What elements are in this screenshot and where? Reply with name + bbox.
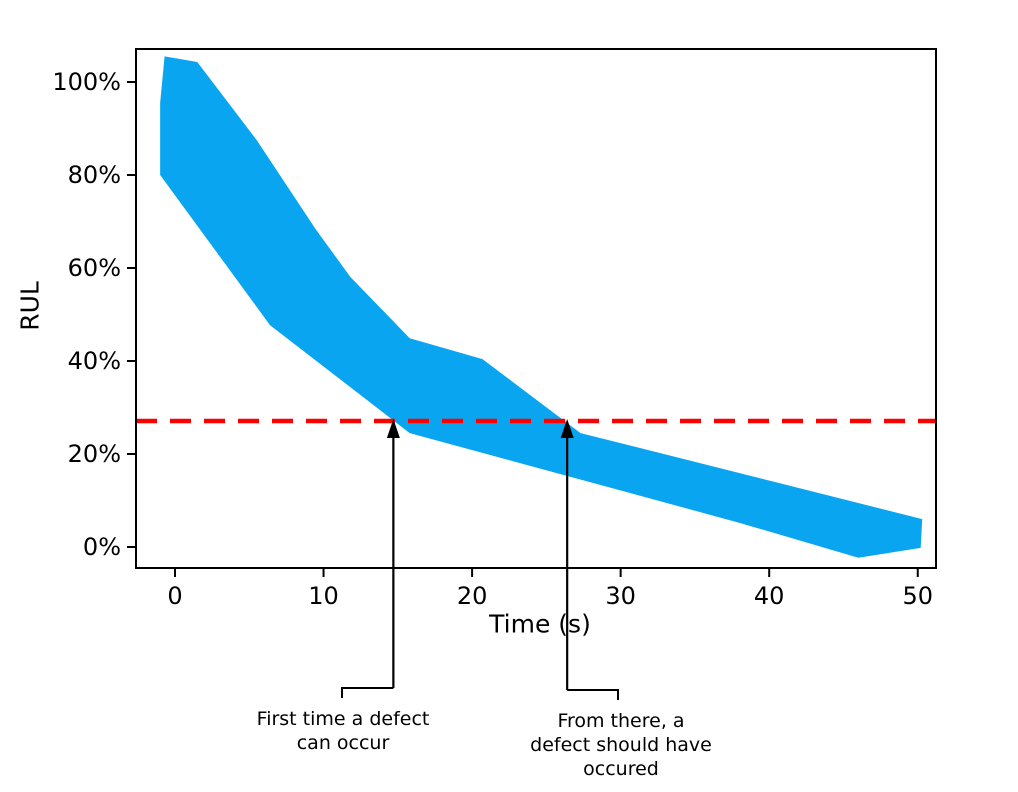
x-tick-label: 10 [308,582,339,610]
x-tick-label: 0 [167,582,183,610]
x-tick-label: 30 [605,582,636,610]
annotation-first-defect-text: First time a defect can occur [256,708,430,754]
annotation-arrowhead [386,418,400,438]
annotation-defect-occurred-text: From there, a defect should have occured [530,710,712,780]
x-tick-label: 20 [456,582,488,610]
annotation-elbow-connector [341,687,394,698]
annotation-arrowhead [560,418,574,438]
y-tick-label: 60% [67,254,121,282]
y-tick-label: 100% [52,68,121,96]
x-tick-label: 40 [753,582,785,610]
y-tick-label: 80% [67,161,121,189]
annotation-elbow-connector [567,689,619,700]
y-tick-label: 40% [67,347,121,375]
rul-band [160,56,923,558]
y-tick-label: 0% [82,533,121,561]
x-axis-label: Time (s) [489,609,591,639]
y-tick-label: 20% [67,440,121,468]
axes-frame [135,48,937,569]
x-tick-label: 50 [902,582,934,610]
y-axis-label: RUL [15,281,45,331]
